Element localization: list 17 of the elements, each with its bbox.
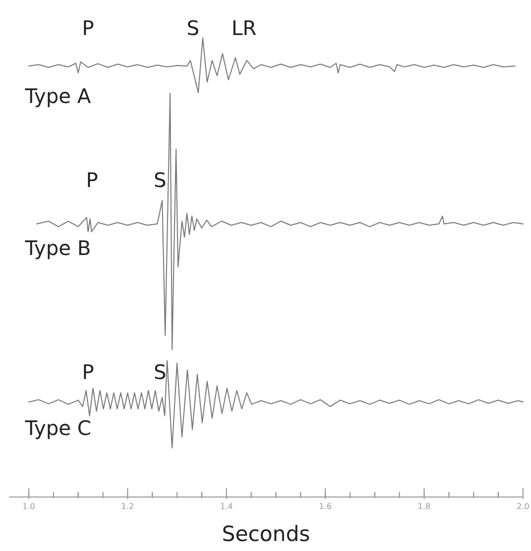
series-label: Type B [25, 236, 92, 260]
x-tick-label: 1.0 [22, 502, 36, 511]
annotation: P [82, 16, 94, 40]
annotation: P [82, 360, 94, 384]
annotation: P [86, 168, 98, 192]
annotation: S [154, 168, 166, 192]
x-tick-label: 1.6 [318, 502, 332, 511]
x-tick-label: 1.8 [418, 502, 431, 511]
annotation: LR [231, 16, 257, 40]
x-tick-label: 2.0 [516, 502, 530, 511]
x-axis-title: Seconds [220, 522, 312, 546]
series-label: Type A [25, 84, 91, 108]
annotation: S [186, 16, 200, 40]
series-label: Type C [25, 416, 92, 440]
x-tick-label: 1.4 [220, 502, 233, 511]
annotation: S [154, 360, 166, 384]
x-tick-label: 1.2 [121, 502, 134, 511]
